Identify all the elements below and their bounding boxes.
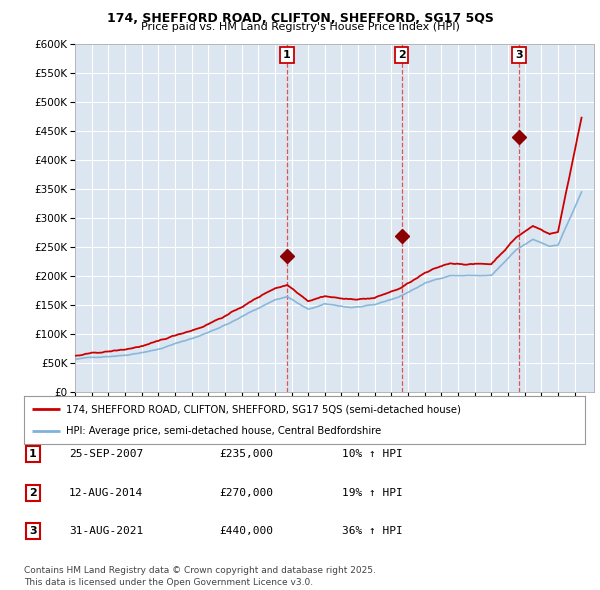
Text: 174, SHEFFORD ROAD, CLIFTON, SHEFFORD, SG17 5QS (semi-detached house): 174, SHEFFORD ROAD, CLIFTON, SHEFFORD, S… [66, 404, 461, 414]
Text: 25-SEP-2007: 25-SEP-2007 [69, 450, 143, 459]
Text: £270,000: £270,000 [219, 488, 273, 497]
Text: 3: 3 [29, 526, 37, 536]
Text: 31-AUG-2021: 31-AUG-2021 [69, 526, 143, 536]
Text: 10% ↑ HPI: 10% ↑ HPI [342, 450, 403, 459]
Text: 1: 1 [283, 50, 291, 60]
Text: 12-AUG-2014: 12-AUG-2014 [69, 488, 143, 497]
Text: Contains HM Land Registry data © Crown copyright and database right 2025.
This d: Contains HM Land Registry data © Crown c… [24, 566, 376, 587]
Text: 2: 2 [398, 50, 406, 60]
Text: 3: 3 [515, 50, 523, 60]
Text: 19% ↑ HPI: 19% ↑ HPI [342, 488, 403, 497]
Text: 2: 2 [29, 488, 37, 497]
Text: 1: 1 [29, 450, 37, 459]
Text: £440,000: £440,000 [219, 526, 273, 536]
Text: £235,000: £235,000 [219, 450, 273, 459]
Text: 174, SHEFFORD ROAD, CLIFTON, SHEFFORD, SG17 5QS: 174, SHEFFORD ROAD, CLIFTON, SHEFFORD, S… [107, 12, 493, 25]
Text: 36% ↑ HPI: 36% ↑ HPI [342, 526, 403, 536]
Text: Price paid vs. HM Land Registry's House Price Index (HPI): Price paid vs. HM Land Registry's House … [140, 22, 460, 32]
Text: HPI: Average price, semi-detached house, Central Bedfordshire: HPI: Average price, semi-detached house,… [66, 426, 382, 436]
